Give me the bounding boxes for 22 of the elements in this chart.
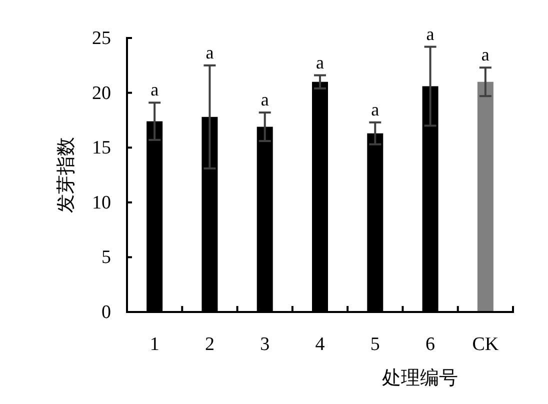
annotation: a	[481, 44, 490, 65]
x-tick-label: CK	[472, 334, 499, 355]
annotation: a	[371, 99, 380, 120]
y-tick-label: 10	[92, 192, 111, 214]
y-tick-label: 20	[92, 82, 111, 104]
x-tick-label: 3	[260, 334, 270, 355]
y-axis-title: 发芽指数	[56, 137, 77, 213]
annotation: a	[316, 52, 324, 72]
y-tick-label: 15	[92, 138, 111, 159]
x-tick-label: 4	[315, 334, 326, 355]
annotation: a	[426, 24, 434, 44]
x-tick-label: 6	[426, 334, 436, 355]
y-tick-label: 25	[92, 28, 111, 49]
x-axis-title: 处理编号	[382, 368, 458, 389]
y-tick-label: 0	[102, 302, 111, 323]
x-tick-label: 5	[370, 334, 380, 355]
x-tick-label: 1	[150, 334, 160, 355]
annotation: a	[150, 80, 159, 100]
annotation: a	[260, 90, 269, 110]
y-tick-label: 5	[102, 247, 111, 268]
annotation: a	[206, 42, 214, 62]
x-tick-label: 2	[204, 334, 214, 355]
